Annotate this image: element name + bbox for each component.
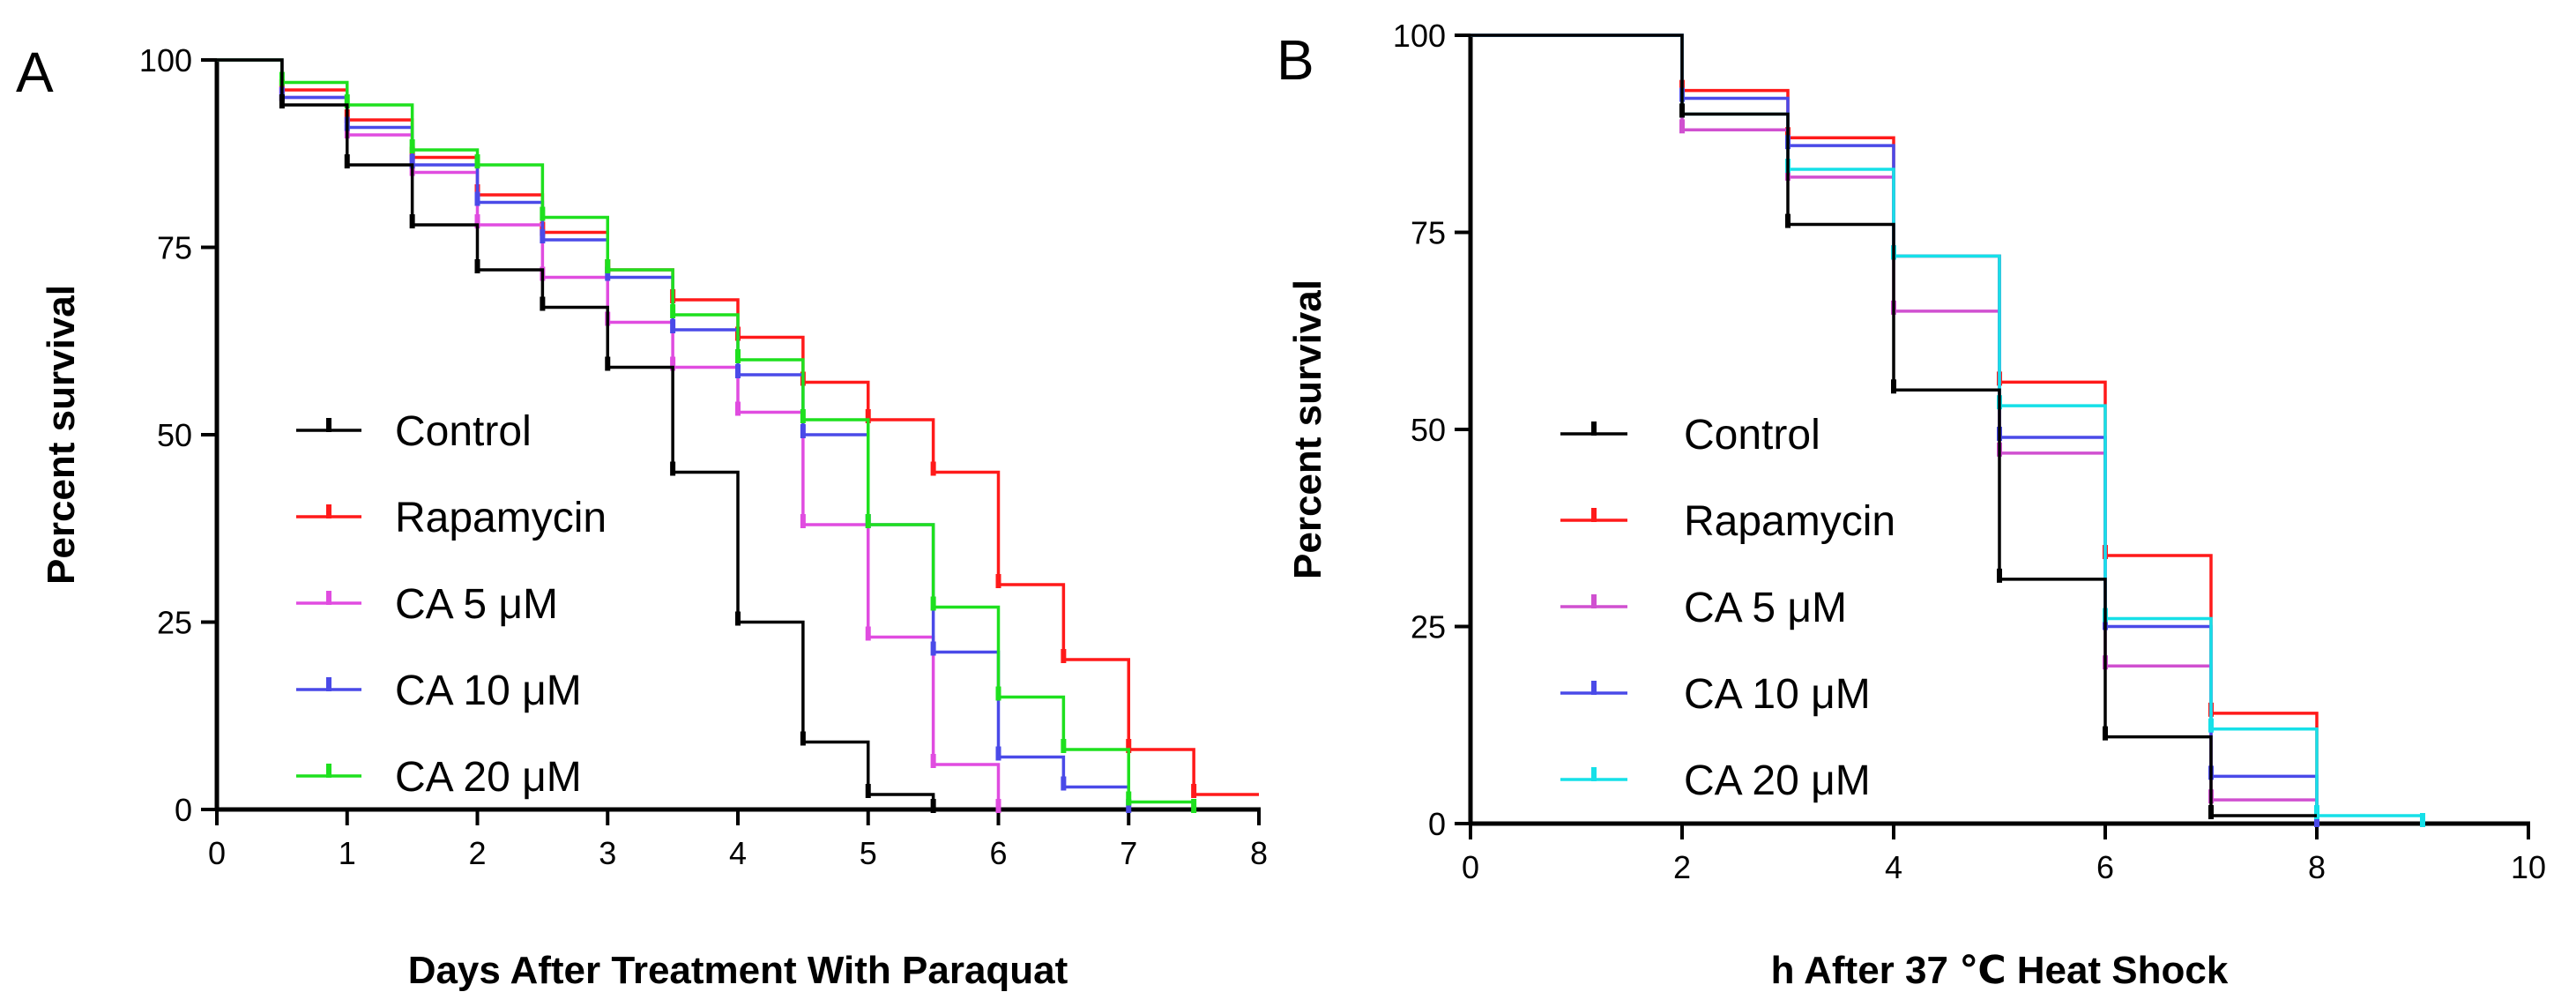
series-line-ca-10-m (1470, 34, 2319, 824)
y-tick-label: 0 (1428, 806, 1446, 842)
x-tick-label: 5 (860, 835, 877, 871)
legend-label-rapamycin: Rapamycin (395, 495, 607, 541)
legend-label-ca-20-m: CA 20 μM (1684, 757, 1871, 804)
y-tick-label: 0 (175, 792, 192, 828)
series-line-control (217, 58, 935, 809)
y-axis-title: Percent survival (1286, 280, 1329, 579)
x-tick-label: 10 (2511, 849, 2546, 885)
y-tick-label: 50 (157, 417, 192, 453)
x-tick-label: 6 (989, 835, 1007, 871)
y-tick-label: 100 (1393, 18, 1446, 54)
series-line-control (1470, 34, 2317, 817)
series-line-ca-5-m (217, 58, 1001, 809)
x-axis-title: Days After Treatment With Paraquat (408, 949, 1068, 992)
legend-label-ca-5-m: CA 5 μM (1684, 585, 1847, 631)
legend: Control Rapamycin CA 5 μM CA 10 μM CA 20 μM (1560, 412, 1895, 804)
legend-label-control: Control (1684, 412, 1820, 459)
x-tick-label: 3 (599, 835, 616, 871)
panel-letter: B (1277, 28, 1314, 92)
y-axis-title: Percent survival (40, 285, 83, 585)
legend-label-ca-20-m: CA 20 μM (395, 754, 582, 801)
series-line-ca-20-m (1470, 34, 2424, 824)
x-tick-label: 2 (468, 835, 486, 871)
legend-label-rapamycin: Rapamycin (1684, 498, 1895, 545)
chart-panel-a: A 0 1 2 3 4 5 6 7 8 0 25 50 75 100 Days After Treatment… (16, 41, 1268, 992)
x-tick-label: 6 (2096, 849, 2114, 885)
legend-label-ca-5-m: CA 5 μM (395, 581, 558, 628)
panel-letter: A (16, 41, 54, 104)
x-tick-label: 8 (1250, 835, 1268, 871)
legend: Control Rapamycin CA 5 μM CA 10 μM CA 20 μM (296, 408, 607, 801)
x-tick-label: 0 (208, 835, 226, 871)
y-tick-label: 25 (1411, 609, 1446, 645)
x-tick-label: 1 (339, 835, 356, 871)
x-tick-label: 0 (1462, 849, 1479, 885)
y-tick-label: 75 (157, 230, 192, 266)
legend-label-control: Control (395, 408, 532, 455)
series-line-ca-20-m (217, 58, 1195, 809)
x-axis-title: h After 37 ℃ Heat Shock (1771, 949, 2229, 992)
y-tick-label: 50 (1411, 412, 1446, 448)
series-line-rapamycin (217, 58, 1259, 796)
y-tick-label: 25 (157, 605, 192, 641)
x-tick-label: 8 (2308, 849, 2326, 885)
legend-label-ca-10-m: CA 10 μM (395, 668, 582, 714)
y-tick-label: 100 (139, 42, 192, 78)
y-tick-label: 75 (1411, 215, 1446, 251)
x-tick-label: 4 (1885, 849, 1902, 885)
x-tick-label: 7 (1120, 835, 1137, 871)
legend-label-ca-10-m: CA 10 μM (1684, 671, 1871, 718)
x-tick-label: 2 (1673, 849, 1691, 885)
x-tick-label: 4 (729, 835, 747, 871)
